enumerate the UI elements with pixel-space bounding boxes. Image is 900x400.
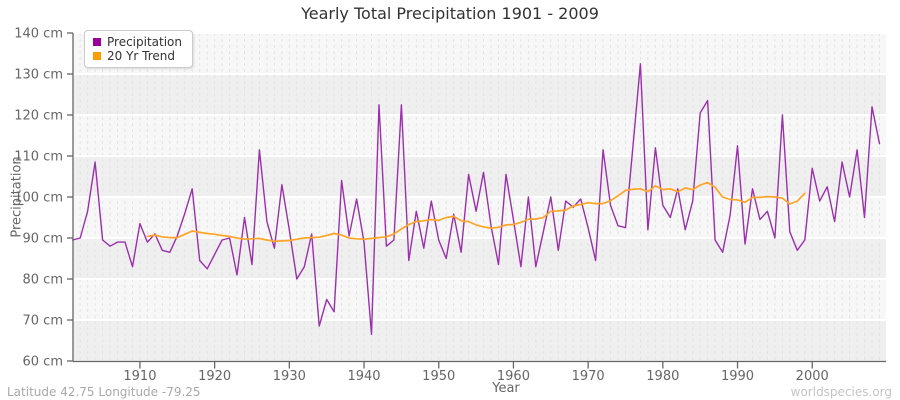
y-tick-label: 70 cm xyxy=(23,314,64,329)
y-axis-title: Precipitation xyxy=(9,156,25,238)
trend-line xyxy=(146,181,806,243)
legend-item-precipitation: Precipitation xyxy=(93,35,182,49)
plot-band xyxy=(73,279,886,320)
chart-title: Yearly Total Precipitation 1901 - 2009 xyxy=(301,4,599,23)
plot-band xyxy=(73,320,886,361)
x-tick-label: 1920 xyxy=(198,369,231,384)
precipitation-line xyxy=(71,63,881,335)
y-tick-label: 120 cm xyxy=(14,109,63,124)
trend-swatch-icon xyxy=(93,52,101,60)
x-tick-label: 2000 xyxy=(796,369,829,384)
x-tick-label: 1940 xyxy=(347,369,380,384)
x-tick-label: 1990 xyxy=(721,369,754,384)
legend: Precipitation 20 Yr Trend xyxy=(84,30,194,68)
legend-label: Precipitation xyxy=(107,35,183,49)
y-tick-label: 100 cm xyxy=(14,191,63,206)
x-tick-label: 1960 xyxy=(497,369,530,384)
plot-band xyxy=(73,74,886,115)
plot-band xyxy=(73,115,886,156)
x-tick-label: 1950 xyxy=(422,369,455,384)
x-tick-label: 1970 xyxy=(572,369,605,384)
x-axis-title: Year xyxy=(492,381,520,396)
watermark: worldspecies.org xyxy=(790,385,892,399)
y-tick-label: 130 cm xyxy=(14,68,63,83)
y-tick-label: 60 cm xyxy=(23,355,64,370)
plot-band xyxy=(73,238,886,279)
plot-band xyxy=(73,33,886,74)
y-tick-label: 140 cm xyxy=(14,27,63,42)
coordinates-caption: Latitude 42.75 Longitude -79.25 xyxy=(7,385,201,399)
y-tick-label: 90 cm xyxy=(23,232,64,247)
x-tick-label: 1910 xyxy=(123,369,156,384)
x-tick-label: 1980 xyxy=(646,369,679,384)
legend-item-trend: 20 Yr Trend xyxy=(93,49,182,63)
x-tick-label: 1930 xyxy=(273,369,306,384)
legend-label: 20 Yr Trend xyxy=(107,49,176,63)
precipitation-swatch-icon xyxy=(93,38,101,46)
y-tick-label: 110 cm xyxy=(14,150,63,165)
y-tick-label: 80 cm xyxy=(23,273,64,288)
